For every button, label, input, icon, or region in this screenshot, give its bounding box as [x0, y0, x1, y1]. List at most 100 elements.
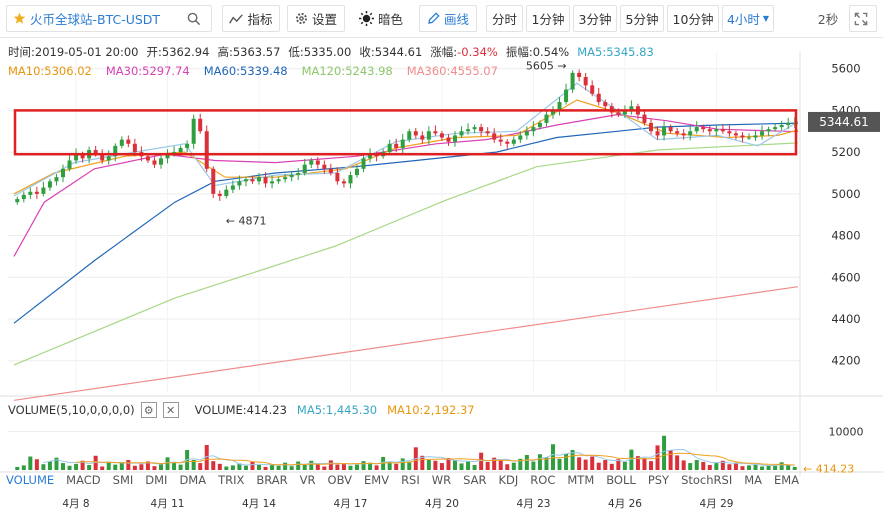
- volume-bar: [165, 457, 170, 470]
- volume-bar: [217, 463, 222, 470]
- candle-body: [400, 139, 405, 148]
- draw-button[interactable]: 画线: [419, 5, 477, 32]
- volume-close-icon[interactable]: ✕: [162, 402, 179, 418]
- fullscreen-icon: [854, 12, 868, 25]
- volume-bar: [145, 461, 150, 470]
- tf-label: 1分钟: [531, 12, 565, 27]
- indicator-tab[interactable]: EMV: [364, 473, 390, 487]
- settings-button[interactable]: 设置: [287, 5, 345, 32]
- volume-bar: [224, 466, 229, 470]
- tf-4h[interactable]: 4小时 ▼: [722, 5, 774, 32]
- indicator-tab[interactable]: SMI: [112, 473, 134, 487]
- theme-label: 暗色: [377, 12, 403, 27]
- indicator-tab[interactable]: PSY: [647, 473, 670, 487]
- candle-body: [21, 194, 26, 200]
- volume-settings-icon[interactable]: ⚙: [140, 402, 157, 418]
- pair-selector[interactable]: 火币全球站-BTC-USDT: [6, 5, 212, 32]
- y-tick-label: 4400: [831, 312, 860, 326]
- volume-value: VOLUME:414.23: [194, 403, 287, 417]
- indicators-button[interactable]: 指标: [222, 5, 280, 32]
- volume-bar: [400, 458, 405, 470]
- y-tick-label: 4800: [831, 229, 860, 243]
- candle-body: [159, 158, 163, 165]
- indicator-tab[interactable]: ROC: [530, 473, 556, 487]
- volume-bar: [537, 454, 542, 470]
- volume-bar: [178, 464, 183, 470]
- info-low: 低:5335.00: [288, 45, 352, 59]
- volume-bar: [341, 463, 346, 470]
- indicator-tab[interactable]: WR: [431, 473, 452, 487]
- highlight-box: [13, 109, 798, 156]
- info-amplitude: 振幅:0.54%: [505, 45, 570, 59]
- candle-body: [263, 177, 268, 184]
- info-ma5: MA5:5345.83: [577, 45, 654, 59]
- candle-body: [733, 133, 738, 136]
- x-tick-label: 4月 14: [242, 498, 276, 510]
- indicator-tab[interactable]: MA: [744, 473, 763, 487]
- volume-bar: [126, 460, 131, 470]
- candle-body: [387, 143, 392, 153]
- indicator-tab[interactable]: StochRSI: [681, 473, 733, 487]
- tf-10m[interactable]: 10分钟: [667, 5, 719, 32]
- star-icon[interactable]: [13, 12, 26, 25]
- indicator-tab[interactable]: MACD: [66, 473, 101, 487]
- candle-body: [250, 179, 255, 182]
- tf-3m[interactable]: 3分钟: [573, 5, 617, 32]
- info-time: 时间:2019-05-01 20:00: [8, 45, 139, 59]
- candle-body: [93, 150, 98, 155]
- candle-body: [727, 131, 732, 134]
- indicator-tab[interactable]: BOLL: [606, 473, 636, 487]
- indicator-tab[interactable]: TRIX: [218, 473, 245, 487]
- candle-body: [113, 145, 118, 157]
- indicator-tab[interactable]: EMA: [774, 473, 800, 487]
- indicator-tab[interactable]: KDJ: [498, 473, 519, 487]
- volume-bar: [289, 466, 294, 470]
- candle-body: [649, 122, 653, 132]
- volume-bar: [211, 461, 216, 470]
- volume-bar: [335, 464, 340, 470]
- candle-body: [596, 93, 601, 103]
- indicator-tab[interactable]: VR: [299, 473, 316, 487]
- volume-bar: [439, 463, 444, 470]
- indicator-tab[interactable]: VOLUME: [6, 473, 55, 487]
- candle-body: [132, 143, 137, 153]
- indicator-tab[interactable]: MTM: [567, 473, 595, 487]
- tf-label: 5分钟: [625, 12, 659, 27]
- candle-body: [243, 179, 248, 182]
- candle-body: [681, 133, 686, 136]
- volume-bar: [276, 465, 281, 470]
- indicator-tab[interactable]: DMI: [145, 473, 168, 487]
- fullscreen-button[interactable]: [849, 5, 877, 32]
- volume-bar: [570, 450, 575, 470]
- volume-bar: [511, 462, 516, 470]
- candle-body: [413, 131, 418, 136]
- tf-timeline[interactable]: 分时: [486, 5, 523, 32]
- gear-icon: [295, 12, 308, 25]
- indicator-tabs: VOLUME MACD SMI DMI DMA TRIX BRAR VR OBV…: [6, 473, 811, 487]
- candle-body: [642, 114, 647, 123]
- volume-bar: [87, 465, 92, 470]
- settings-label: 设置: [311, 12, 337, 27]
- theme-toggle[interactable]: 暗色: [352, 5, 410, 32]
- volume-bar: [34, 459, 39, 470]
- indicator-tab[interactable]: BRAR: [256, 473, 288, 487]
- candle-body: [341, 181, 346, 184]
- tf-5m[interactable]: 5分钟: [620, 5, 664, 32]
- candle-body: [420, 135, 425, 140]
- candle-body: [224, 189, 229, 196]
- refresh-interval[interactable]: 2秒: [810, 5, 846, 32]
- volume-bar: [420, 455, 425, 470]
- candle-body: [590, 85, 595, 94]
- indicator-tab[interactable]: RSI: [401, 473, 420, 487]
- y-tick-label: 5000: [831, 187, 860, 201]
- caret-down-icon: ▼: [762, 14, 770, 23]
- volume-bar: [426, 460, 431, 470]
- indicator-tab[interactable]: OBV: [327, 473, 352, 487]
- indicator-tab[interactable]: SAR: [463, 473, 487, 487]
- search-icon[interactable]: [187, 12, 201, 26]
- indicator-tab[interactable]: DMA: [179, 473, 207, 487]
- y-tick-label: 5600: [831, 62, 860, 76]
- candle-body: [668, 127, 673, 132]
- tf-1m[interactable]: 1分钟: [526, 5, 570, 32]
